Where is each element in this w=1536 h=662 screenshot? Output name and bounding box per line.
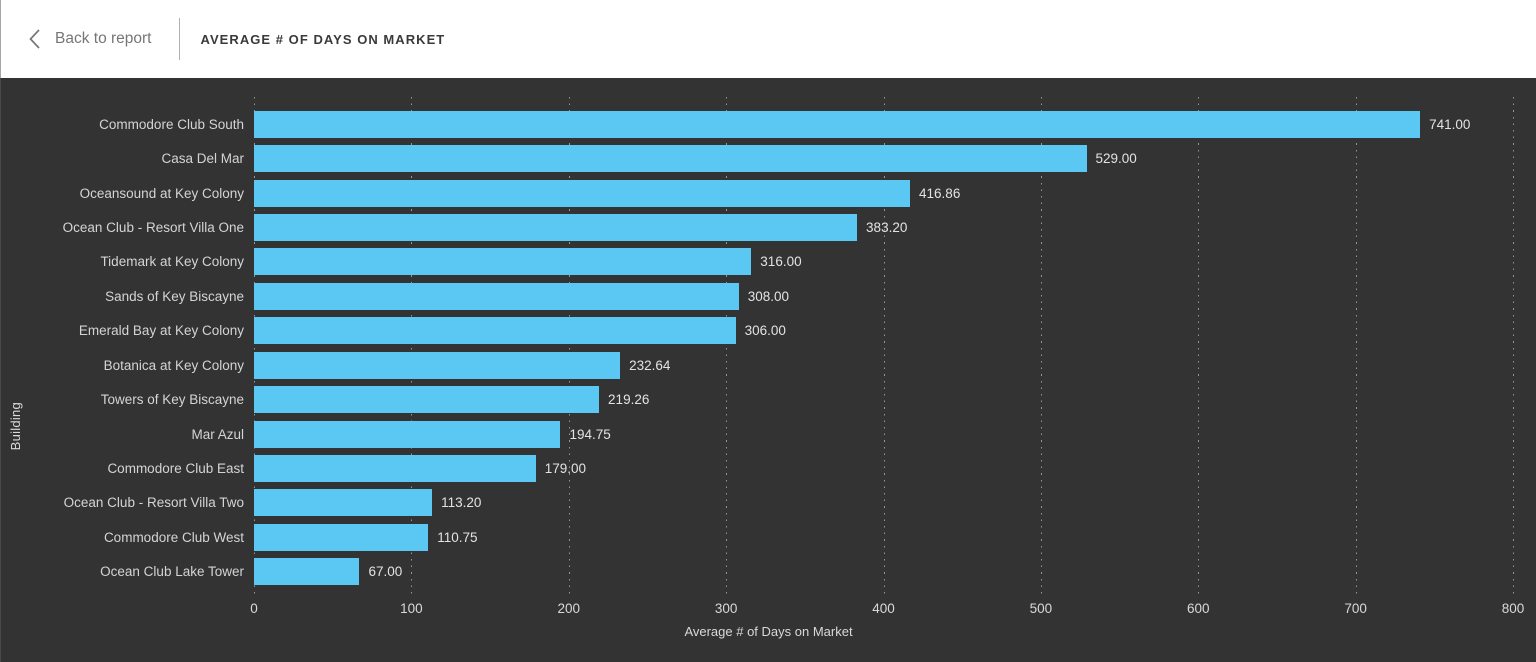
value-label: 308.00: [747, 288, 789, 304]
gridline-500: [1040, 97, 1042, 597]
bar-row: 67.00: [254, 554, 1513, 588]
value-label: 110.75: [437, 529, 478, 545]
value-label: 416.86: [919, 185, 961, 201]
plot-area: Commodore Club South Casa Del Mar Oceansou…: [1, 97, 1514, 597]
back-to-report-button[interactable]: Back to report: [28, 28, 152, 50]
value-label: 316.00: [760, 254, 802, 270]
header-divider: [178, 18, 180, 60]
y-axis-title: Building: [8, 401, 23, 451]
x-tick-label: 0: [250, 601, 258, 616]
bar[interactable]: [254, 351, 621, 379]
gridline-300: [726, 97, 728, 597]
gridline-700: [1355, 97, 1357, 597]
x-tick-label: 500: [1029, 601, 1053, 616]
value-label: 383.20: [866, 219, 908, 235]
bar-row: 179.00: [254, 451, 1513, 485]
value-label: 67.00: [368, 564, 403, 580]
category-label: Commodore Club West: [103, 529, 244, 545]
focus-mode-header: Back to report AVERAGE # OF DAYS ON MARK…: [0, 0, 1536, 78]
value-label: 306.00: [744, 323, 786, 339]
category-label: Ocean Club - Resort Villa One: [62, 219, 244, 235]
category-axis: Commodore Club South Casa Del Mar Oceansou…: [1, 107, 254, 589]
category-label: Tidemark at Key Colony: [100, 254, 244, 270]
category-label: Towers of Key Biscayne: [100, 392, 244, 408]
category-label: Ocean Club Lake Tower: [100, 564, 244, 580]
category-label: Casa Del Mar: [161, 151, 244, 167]
category-label: Mar Azul: [191, 426, 244, 442]
x-tick-label: 700: [1344, 601, 1367, 616]
bar-row: 416.86: [254, 176, 1513, 210]
x-tick-label: 400: [872, 601, 895, 616]
value-label: 179.00: [544, 460, 586, 476]
bar-row: 316.00: [254, 245, 1513, 279]
value-label: 194.75: [569, 426, 611, 442]
visual-title: AVERAGE # OF DAYS ON MARKET: [200, 31, 446, 47]
bar-row: 529.00: [254, 141, 1513, 175]
bar-row: 219.26: [254, 382, 1513, 416]
bar-row: 306.00: [254, 314, 1513, 348]
category-label: Emerald Bay at Key Colony: [78, 323, 244, 339]
bar[interactable]: [254, 420, 561, 448]
value-label: 529.00: [1095, 151, 1137, 167]
bar-rows: 741.00 529.00 416.86 383.20 316.00 308.00 306.…: [254, 107, 1513, 589]
bar-row: 194.75: [254, 417, 1513, 451]
bar[interactable]: [254, 386, 600, 414]
bar-row: 110.75: [254, 520, 1513, 554]
category-label: Oceansound at Key Colony: [79, 185, 244, 201]
bar[interactable]: [254, 213, 858, 241]
chevron-left-icon: [28, 28, 41, 50]
gridline-600: [1198, 97, 1200, 597]
gridline-400: [883, 97, 885, 597]
bar-chart: Building Commodore Club South Casa Del Ma…: [0, 78, 1536, 662]
bar[interactable]: [254, 248, 752, 276]
x-tick-label: 200: [557, 601, 581, 616]
bar[interactable]: [254, 454, 536, 482]
gridline-0: [254, 97, 255, 597]
bar-row: 113.20: [254, 486, 1513, 520]
x-axis-labels: 0 100 200 300 400 500 600 700 800: [250, 589, 1524, 616]
x-axis-title: Average # of Days on Market: [684, 624, 853, 639]
bar-row: 383.20: [254, 210, 1513, 244]
bar[interactable]: [254, 523, 429, 551]
x-tick-label: 800: [1501, 601, 1525, 616]
bar[interactable]: [254, 282, 739, 310]
gridline-100: [411, 97, 413, 597]
value-label: 232.64: [629, 357, 671, 373]
x-tick-label: 100: [400, 601, 423, 616]
category-label: Sands of Key Biscayne: [105, 288, 244, 304]
bar[interactable]: [254, 145, 1087, 173]
x-tick-label: 300: [714, 601, 738, 616]
bar[interactable]: [254, 317, 736, 345]
x-tick-label: 600: [1186, 601, 1210, 616]
category-label: Botanica at Key Colony: [103, 357, 244, 373]
back-to-report-label: Back to report: [55, 30, 152, 47]
bar[interactable]: [254, 179, 911, 207]
bar-row: 308.00: [254, 279, 1513, 313]
value-label: 219.26: [608, 392, 650, 408]
bar-track: 741.00 529.00 416.86 383.20 316.00 308.00 306.…: [254, 97, 1514, 597]
bar-row: 232.64: [254, 348, 1513, 382]
value-label: 113.20: [441, 495, 482, 511]
x-axis: 0 100 200 300 400 500 600 700 800: [1, 589, 1524, 616]
value-label: 741.00: [1429, 116, 1471, 132]
category-label: Commodore Club South: [99, 116, 244, 132]
category-label: Commodore Club East: [107, 460, 244, 476]
bar[interactable]: [254, 558, 360, 586]
bar[interactable]: [254, 489, 433, 517]
gridline-800: [1513, 97, 1514, 597]
bar-row: 741.00: [254, 107, 1513, 141]
category-label: Ocean Club - Resort Villa Two: [63, 495, 244, 511]
bar[interactable]: [254, 110, 1421, 138]
gridline-200: [568, 97, 570, 597]
